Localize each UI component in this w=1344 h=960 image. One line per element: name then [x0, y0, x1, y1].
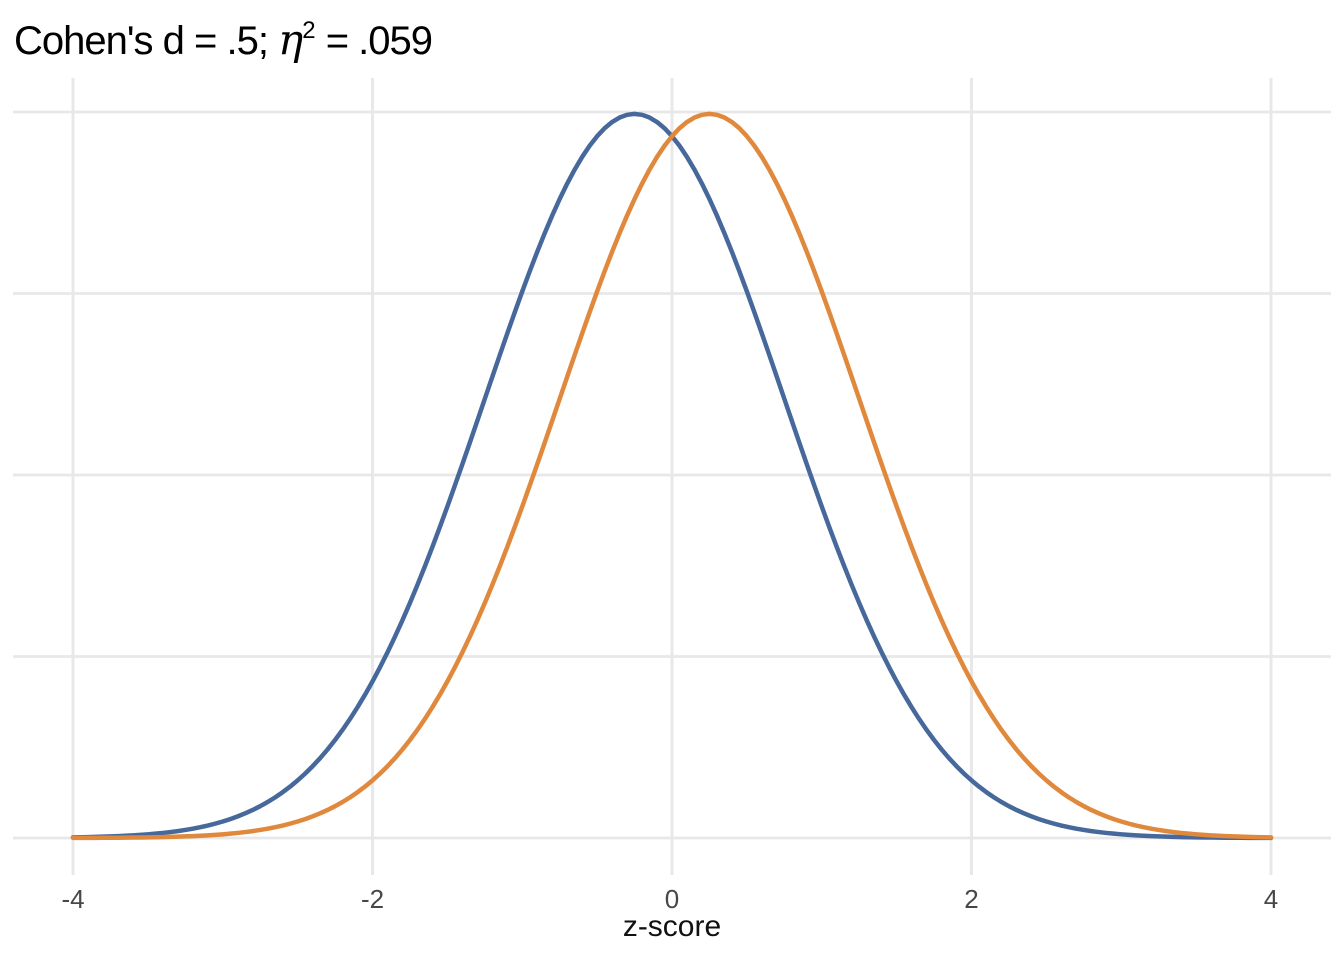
plot-title: Cohen's d = .5; η2 = .059	[14, 6, 433, 64]
x-tick-label: 2	[964, 884, 979, 914]
x-tick-label: 0	[664, 884, 680, 914]
plot-title-suffix: = .059	[315, 19, 433, 63]
eta-symbol: η	[278, 15, 303, 64]
eta-exponent: 2	[302, 17, 316, 44]
density-curve-distribution-2	[70, 111, 1274, 841]
plot-title-prefix: Cohen's d = .5;	[14, 19, 279, 63]
x-tick-label: -2	[360, 884, 385, 914]
x-axis-title: z-score	[622, 910, 722, 943]
x-tick-label: 4	[1263, 884, 1279, 914]
x-tick-label: -4	[61, 884, 85, 914]
